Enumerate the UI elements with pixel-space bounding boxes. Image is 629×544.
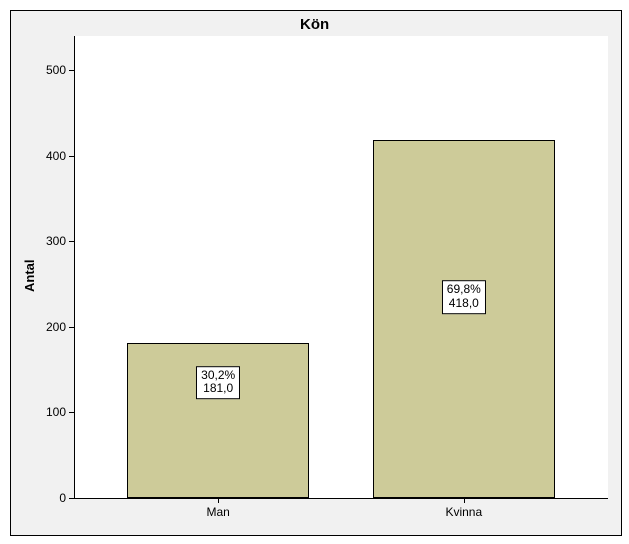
x-tick-mark: [218, 498, 219, 503]
x-axis-line: [74, 498, 608, 499]
y-tick-mark: [69, 327, 74, 328]
y-tick-mark: [69, 241, 74, 242]
y-tick-label: 100: [46, 405, 66, 419]
y-tick-label: 400: [46, 149, 66, 163]
plot-area: 30,2%181,0 69,8%418,0: [74, 36, 608, 498]
y-axis-line: [74, 36, 75, 498]
data-label-percent: 69,8%: [447, 283, 481, 297]
data-label-count: 418,0: [447, 297, 481, 311]
data-label-kvinna: 69,8%418,0: [442, 280, 486, 314]
y-tick-mark: [69, 412, 74, 413]
y-tick-label: 300: [46, 234, 66, 248]
y-tick-label: 500: [46, 63, 66, 77]
x-tick-mark: [464, 498, 465, 503]
y-axis-title: Antal: [22, 260, 37, 293]
x-tick-label: Man: [207, 505, 230, 519]
y-tick-mark: [69, 498, 74, 499]
data-label-man: 30,2%181,0: [196, 366, 240, 400]
y-tick-mark: [69, 70, 74, 71]
data-label-count: 181,0: [201, 383, 235, 397]
chart-title: Kön: [300, 16, 329, 33]
y-tick-label: 0: [59, 491, 66, 505]
y-tick-label: 200: [46, 320, 66, 334]
y-tick-mark: [69, 156, 74, 157]
data-label-percent: 30,2%: [201, 369, 235, 383]
bar-kvinna: [373, 140, 555, 498]
x-tick-label: Kvinna: [445, 505, 482, 519]
